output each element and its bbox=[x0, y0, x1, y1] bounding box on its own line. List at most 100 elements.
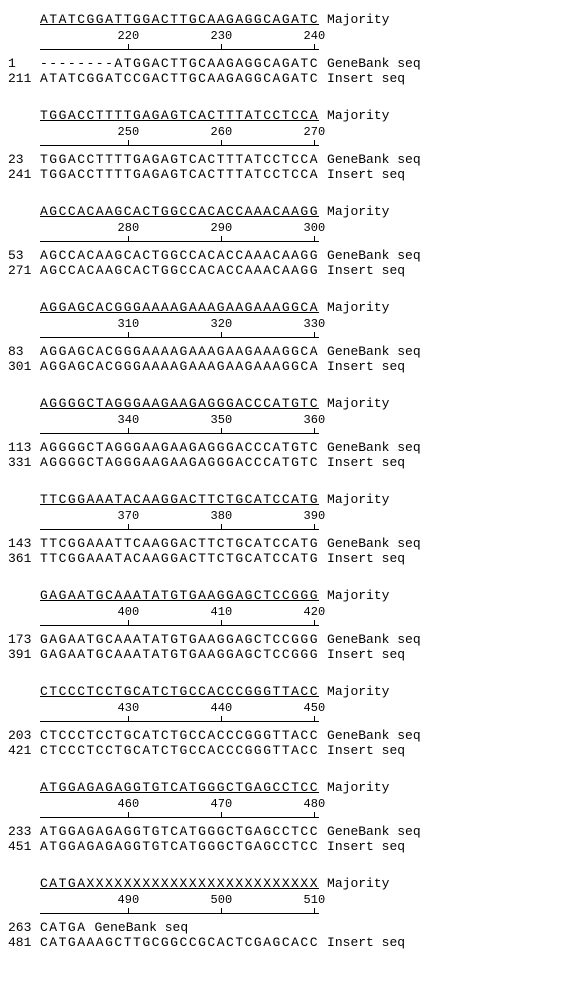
majority-label: Majority bbox=[327, 492, 389, 507]
sequence-row: 233ATGGAGAGAGGTGTCATGGGCTGAGCCTCCGeneBan… bbox=[8, 824, 560, 839]
ruler-tick bbox=[221, 332, 222, 338]
ruler-number: 320 bbox=[211, 317, 233, 331]
row-number: 263 bbox=[8, 920, 40, 935]
sequence-text: AGGAGCACGGGAAAAGAAAGAAGAAAGGCA bbox=[40, 344, 319, 359]
sequence-label: GeneBank seq bbox=[327, 248, 421, 263]
majority-sequence: CTCCCTCCTGCATCTGCCACCCGGGTTACC bbox=[40, 684, 319, 699]
row-number: 143 bbox=[8, 536, 40, 551]
majority-row: TTCGGAAATACAAGGACTTCTGCATCCATGMajority bbox=[8, 492, 560, 507]
sequence-label: Insert seq bbox=[327, 167, 405, 182]
ruler-tick bbox=[221, 812, 222, 818]
sequence-text: ATGGAGAGAGGTGTCATGGGCTGAGCCTCC bbox=[40, 839, 319, 854]
sequence-text: AGCCACAAGCACTGGCCACACCAAACAAGG bbox=[40, 263, 319, 278]
ruler-tick bbox=[314, 908, 315, 914]
sequence-text: --------ATGGACTTGCAAGAGGCAGATC bbox=[40, 56, 319, 71]
ruler-tick bbox=[314, 428, 315, 434]
ruler: 400410420 bbox=[8, 607, 560, 626]
ruler-tick bbox=[128, 332, 129, 338]
row-number: 173 bbox=[8, 632, 40, 647]
sequence-label: Insert seq bbox=[327, 71, 405, 86]
majority-sequence: TGGACCTTTTGAGAGTCACTTTATCCTCCA bbox=[40, 108, 319, 123]
ruler-number: 460 bbox=[118, 797, 140, 811]
sequence-row: 421CTCCCTCCTGCATCTGCCACCCGGGTTACCInsert … bbox=[8, 743, 560, 758]
sequence-label: GeneBank seq bbox=[327, 344, 421, 359]
row-number: 83 bbox=[8, 344, 40, 359]
sequence-text: AGGGGCTAGGGAAGAAGAGGGACCCATGTC bbox=[40, 440, 319, 455]
sequence-text: CATGA bbox=[40, 920, 87, 935]
majority-sequence: ATATCGGATTGGACTTGCAAGAGGCAGATC bbox=[40, 12, 319, 27]
sequence-label: GeneBank seq bbox=[327, 632, 421, 647]
alignment-block: GAGAATGCAAATATGTGAAGGAGCTCCGGGMajority40… bbox=[8, 588, 560, 662]
majority-row: TGGACCTTTTGAGAGTCACTTTATCCTCCA Majority bbox=[8, 108, 560, 123]
ruler-tick bbox=[128, 44, 129, 50]
majority-row: ATATCGGATTGGACTTGCAAGAGGCAGATCMajority bbox=[8, 12, 560, 27]
ruler-number: 430 bbox=[118, 701, 140, 715]
sequence-row: 113AGGGGCTAGGGAAGAAGAGGGACCCATGTCGeneBan… bbox=[8, 440, 560, 455]
row-number: 53 bbox=[8, 248, 40, 263]
ruler-number: 360 bbox=[304, 413, 326, 427]
row-number: 1 bbox=[8, 56, 40, 71]
sequence-label: GeneBank seq bbox=[327, 536, 421, 551]
sequence-row: 203CTCCCTCCTGCATCTGCCACCCGGGTTACCGeneBan… bbox=[8, 728, 560, 743]
alignment-block: ATGGAGAGAGGTGTCATGGGCTGAGCCTCC Majority 46… bbox=[8, 780, 560, 854]
sequence-text: GAGAATGCAAATATGTGAAGGAGCTCCGGG bbox=[40, 647, 319, 662]
ruler-number: 330 bbox=[304, 317, 326, 331]
row-number: 211 bbox=[8, 71, 40, 86]
sequence-label: GeneBank seq bbox=[327, 728, 421, 743]
majority-sequence: AGGGGCTAGGGAAGAAGAGGGACCCATGTC bbox=[40, 396, 319, 411]
ruler-number: 370 bbox=[118, 509, 140, 523]
majority-label: Majority bbox=[327, 780, 389, 795]
sequence-alignment: ATATCGGATTGGACTTGCAAGAGGCAGATCMajority22… bbox=[8, 12, 560, 950]
ruler: 280290300 bbox=[8, 223, 560, 242]
majority-row: AGGGGCTAGGGAAGAAGAGGGACCCATGTC Majority bbox=[8, 396, 560, 411]
ruler-number: 500 bbox=[211, 893, 233, 907]
ruler-tick bbox=[221, 140, 222, 146]
row-number: 271 bbox=[8, 263, 40, 278]
ruler-tick bbox=[221, 44, 222, 50]
sequence-text: AGGGGCTAGGGAAGAAGAGGGACCCATGTC bbox=[40, 455, 319, 470]
row-number: 361 bbox=[8, 551, 40, 566]
ruler-number: 260 bbox=[211, 125, 233, 139]
alignment-block: AGCCACAAGCACTGGCCACACCAAACAAGG Majority 28… bbox=[8, 204, 560, 278]
majority-label: Majority bbox=[327, 204, 389, 219]
ruler: 460470480 bbox=[8, 799, 560, 818]
row-number: 451 bbox=[8, 839, 40, 854]
sequence-row: 331AGGGGCTAGGGAAGAAGAGGGACCCATGTCInsert … bbox=[8, 455, 560, 470]
sequence-text: TTCGGAAATACAAGGACTTCTGCATCCATG bbox=[40, 551, 319, 566]
ruler-tick bbox=[128, 812, 129, 818]
row-number: 481 bbox=[8, 935, 40, 950]
majority-label: Majority bbox=[327, 396, 389, 411]
ruler-tick bbox=[314, 140, 315, 146]
ruler: 370380390 bbox=[8, 511, 560, 530]
ruler-tick bbox=[221, 236, 222, 242]
majority-sequence: ATGGAGAGAGGTGTCATGGGCTGAGCCTCC bbox=[40, 780, 319, 795]
sequence-row: 83AGGAGCACGGGAAAAGAAAGAAGAAAGGCA GeneBank… bbox=[8, 344, 560, 359]
majority-row: AGGAGCACGGGAAAAGAAAGAAGAAAGGCAMajority bbox=[8, 300, 560, 315]
majority-row: ATGGAGAGAGGTGTCATGGGCTGAGCCTCC Majority bbox=[8, 780, 560, 795]
sequence-row: 53AGCCACAAGCACTGGCCACACCAAACAAGGGeneBank… bbox=[8, 248, 560, 263]
ruler-number: 510 bbox=[304, 893, 326, 907]
sequence-row: 451ATGGAGAGAGGTGTCATGGGCTGAGCCTCCInsert … bbox=[8, 839, 560, 854]
majority-label: Majority bbox=[327, 108, 389, 123]
ruler-tick bbox=[221, 908, 222, 914]
ruler-number: 470 bbox=[211, 797, 233, 811]
ruler-tick bbox=[128, 140, 129, 146]
row-number: 421 bbox=[8, 743, 40, 758]
ruler-number: 340 bbox=[118, 413, 140, 427]
majority-row: CATGAXXXXXXXXXXXXXXXXXXXXXXXXX Majority bbox=[8, 876, 560, 891]
majority-label: Majority bbox=[327, 300, 389, 315]
sequence-label: GeneBank seq bbox=[327, 440, 421, 455]
ruler-number: 450 bbox=[304, 701, 326, 715]
sequence-label: Insert seq bbox=[327, 647, 405, 662]
ruler-tick bbox=[221, 524, 222, 530]
majority-sequence: GAGAATGCAAATATGTGAAGGAGCTCCGGG bbox=[40, 588, 319, 603]
row-number: 391 bbox=[8, 647, 40, 662]
majority-label: Majority bbox=[327, 876, 389, 891]
ruler-number: 230 bbox=[211, 29, 233, 43]
sequence-text: TGGACCTTTTGAGAGTCACTTTATCCTCCA bbox=[40, 167, 319, 182]
sequence-row: 143TTCGGAAATTCAAGGACTTCTGCATCCATGGeneBan… bbox=[8, 536, 560, 551]
majority-label: Majority bbox=[327, 684, 389, 699]
sequence-label: GeneBank seq bbox=[327, 56, 421, 71]
majority-sequence: CATGAXXXXXXXXXXXXXXXXXXXXXXXXX bbox=[40, 876, 319, 891]
ruler-number: 300 bbox=[304, 221, 326, 235]
